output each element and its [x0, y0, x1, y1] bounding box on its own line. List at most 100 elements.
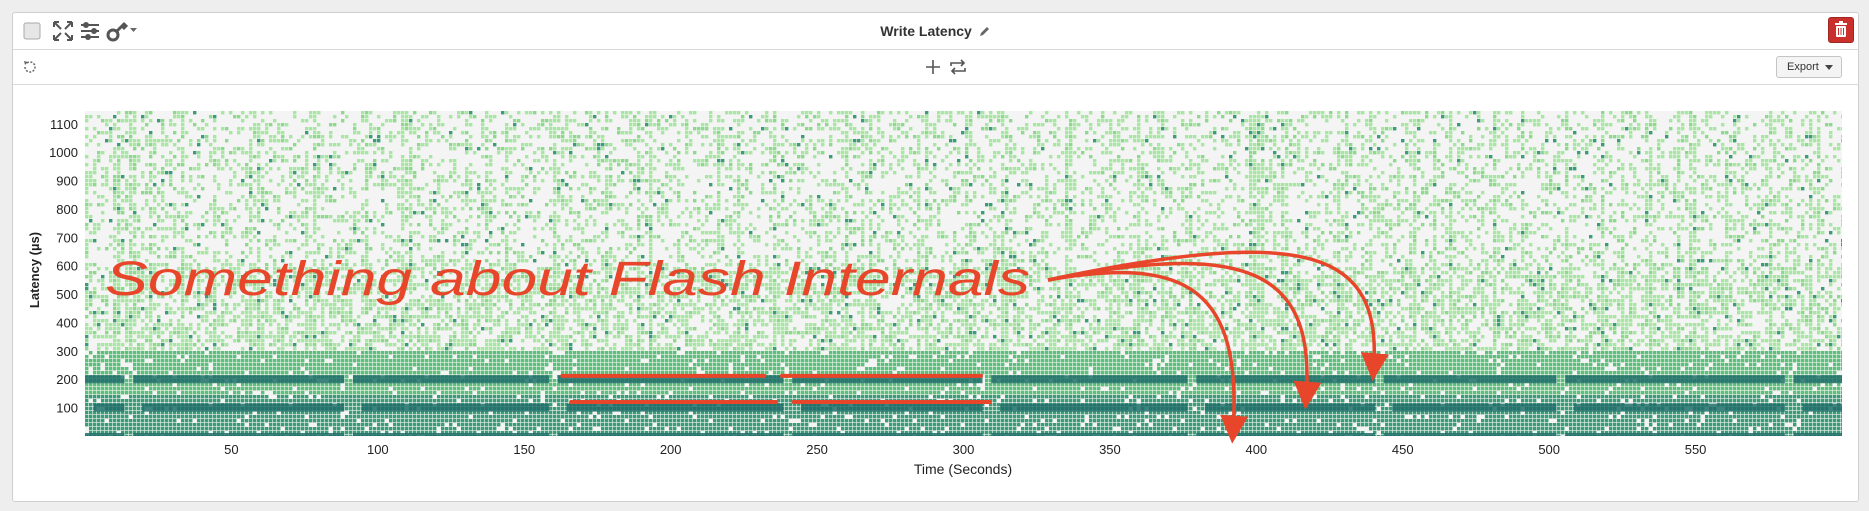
heatmap-cell	[401, 275, 405, 279]
heatmap-cell	[229, 191, 233, 195]
heatmap-cell	[377, 411, 381, 415]
heatmap-cell	[461, 255, 465, 259]
heatmap-cell	[469, 279, 473, 283]
plus-icon[interactable]	[924, 58, 942, 76]
heatmap-cell	[489, 283, 493, 287]
heatmap-cell	[365, 259, 369, 263]
heatmap-cell	[417, 307, 421, 311]
heatmap-cell	[409, 415, 413, 419]
heatmap-cell	[309, 419, 313, 423]
heatmap-cell	[421, 411, 425, 415]
heatmap-cell	[353, 403, 357, 407]
heatmap-cell	[425, 307, 429, 311]
heatmap-cell	[445, 347, 449, 351]
heatmap-cell	[173, 187, 177, 191]
key-icon[interactable]	[106, 19, 138, 43]
swap-arrows-icon[interactable]	[948, 58, 968, 76]
heatmap-cell	[281, 291, 285, 295]
heatmap-cell	[105, 199, 109, 203]
heatmap-cell	[209, 415, 213, 419]
heatmap-cell	[401, 167, 405, 171]
heatmap-cell	[405, 363, 409, 367]
heatmap-cell	[381, 247, 385, 251]
heatmap-cell	[345, 259, 349, 263]
expand-arrows-icon[interactable]	[52, 20, 74, 42]
heatmap-cell	[261, 191, 265, 195]
heatmap-cell	[265, 131, 269, 135]
heatmap-cell	[137, 411, 141, 415]
heatmap-cell	[225, 191, 229, 195]
sliders-icon[interactable]	[79, 20, 101, 42]
heatmap-cell	[401, 223, 405, 227]
heatmap-cell	[385, 411, 389, 415]
heatmap-cell	[281, 295, 285, 299]
heatmap-cell	[361, 359, 365, 363]
heatmap-cell	[485, 175, 489, 179]
panel-title-wrap: Write Latency	[13, 23, 1858, 39]
heatmap-cell	[221, 339, 225, 343]
heatmap-cell	[309, 391, 313, 395]
heatmap-cell	[345, 275, 349, 279]
heatmap-cell	[245, 339, 249, 343]
heatmap-cell	[409, 275, 413, 279]
heatmap-cell	[249, 171, 253, 175]
heatmap-cell	[173, 355, 177, 359]
heatmap-cell	[361, 231, 365, 235]
heatmap-cell	[225, 343, 229, 347]
heatmap-cell	[357, 287, 361, 291]
heatmap-cell	[365, 239, 369, 243]
heatmap-cell	[153, 151, 157, 155]
heatmap-cell	[137, 423, 141, 427]
heatmap-cell	[397, 235, 401, 239]
heatmap-cell	[173, 351, 177, 355]
heatmap-cell	[249, 351, 253, 355]
heatmap-cell	[469, 295, 473, 299]
heatmap-cell	[133, 163, 137, 167]
heatmap-cell	[193, 243, 197, 247]
delete-button[interactable]	[1828, 17, 1854, 43]
heatmap-cell	[453, 171, 457, 175]
heatmap-cell	[341, 299, 345, 303]
heatmap-cell	[201, 411, 205, 415]
heatmap-cell	[237, 199, 241, 203]
heatmap-cell	[261, 311, 265, 315]
refresh-icon[interactable]	[22, 59, 38, 75]
heatmap-cell	[329, 143, 333, 147]
heatmap-cell	[241, 427, 245, 431]
heatmap-cell	[337, 247, 341, 251]
heatmap-cell	[197, 371, 201, 375]
heatmap-cell	[493, 367, 497, 371]
heatmap-cell	[213, 307, 217, 311]
heatmap-cell	[209, 411, 213, 415]
heatmap-cell	[145, 335, 149, 339]
heatmap-cell	[357, 431, 361, 435]
heatmap-cell	[221, 331, 225, 335]
export-button[interactable]: Export	[1776, 56, 1842, 78]
heatmap-cell	[105, 171, 109, 175]
heatmap-cell	[493, 347, 497, 351]
heatmap-cell	[241, 319, 245, 323]
heatmap-cell	[461, 143, 465, 147]
heatmap-cell	[469, 399, 473, 403]
heatmap-cell	[417, 119, 421, 123]
heatmap-cell	[237, 275, 241, 279]
heatmap-cell	[469, 239, 473, 243]
heatmap-cell	[285, 323, 289, 327]
heatmap-cell	[217, 431, 221, 435]
heatmap-cell	[313, 307, 317, 311]
heatmap-cell	[361, 291, 365, 295]
heatmap-cell	[285, 327, 289, 331]
pencil-icon[interactable]	[979, 25, 991, 37]
heatmap-cell	[173, 419, 177, 423]
heatmap-cell	[157, 355, 161, 359]
heatmap-cell	[121, 239, 125, 243]
heatmap-cell	[265, 127, 269, 131]
heatmap-cell	[229, 431, 233, 435]
heatmap-cell	[257, 319, 261, 323]
heatmap-cell	[277, 183, 281, 187]
heatmap-cell	[273, 359, 277, 363]
heatmap-cell	[429, 315, 433, 319]
checkbox-icon[interactable]	[23, 22, 41, 40]
heatmap-cell	[425, 367, 429, 371]
heatmap-cell	[257, 191, 261, 195]
